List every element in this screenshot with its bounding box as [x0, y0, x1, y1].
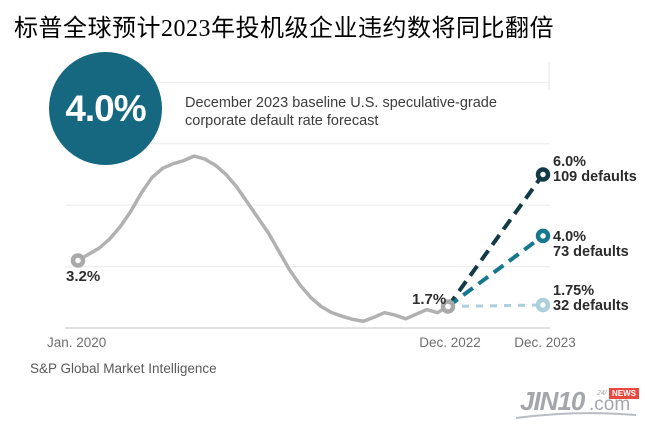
jin10-news-badge: NEWS [609, 388, 639, 399]
end-value-label: 1.7% [412, 291, 447, 308]
jin10-logo-suffix: .com [589, 394, 631, 415]
forecast-badge-circle: 4.0% [49, 52, 162, 165]
scenario-line-optimistic [447, 303, 544, 309]
scenario-label-optimistic: 1.75% 32 defaults [553, 284, 629, 314]
scenario-label-baseline: 4.0% 73 defaults [553, 230, 629, 260]
jin10-24h-tag: 24/ [597, 390, 607, 397]
x-axis-tick-dec-2023: Dec. 2023 [514, 335, 576, 350]
scenario-label-pessimistic: 6.0% 109 defaults [553, 155, 637, 185]
jin10-logo-text: JIN10 [520, 386, 585, 416]
start-value-label: 3.2% [66, 268, 101, 285]
scenario-rate: 4.0% [553, 229, 587, 245]
scenario-line-baseline [446, 234, 545, 309]
scenario-marker-baseline [535, 228, 551, 244]
x-axis-tick-jan-2020: Jan. 2020 [47, 335, 107, 350]
end-point-marker [440, 299, 456, 314]
historical-line [76, 154, 450, 323]
chart-headline: December 2023 baseline U.S. speculative-… [185, 95, 497, 129]
jin10-logo: JIN10 .com 24/ NEWS [515, 384, 645, 422]
scenario-rate: 6.0% [553, 154, 587, 170]
start-point-marker [70, 253, 86, 268]
source-attribution: S&P Global Market Intelligence [30, 361, 217, 376]
page-title: 标普全球预计2023年投机级企业违约数将同比翻倍 [14, 16, 554, 42]
scenario-line-pessimistic [446, 173, 545, 308]
scenario-defaults: 32 defaults [553, 298, 629, 314]
scenario-marker-pessimistic [535, 167, 551, 182]
scenario-defaults: 73 defaults [553, 244, 629, 260]
forecast-badge-value: 4.0% [65, 87, 146, 129]
scenario-marker-optimistic [535, 297, 551, 313]
scenario-defaults: 109 defaults [553, 169, 637, 185]
jin10-logo-swoosh [515, 412, 637, 419]
scenario-rate: 1.75% [553, 283, 595, 299]
x-axis-tick-dec-2022: Dec. 2022 [419, 335, 481, 350]
